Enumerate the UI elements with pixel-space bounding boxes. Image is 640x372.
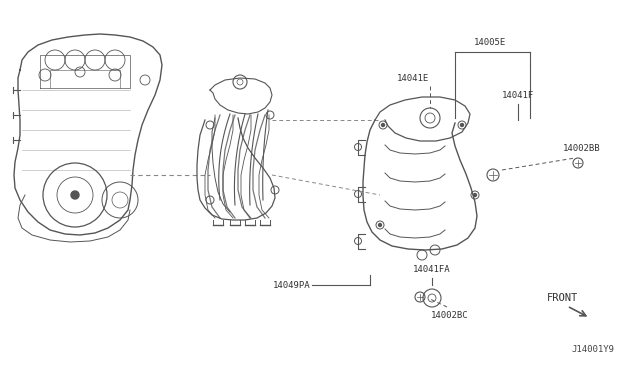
Text: 14005E: 14005E <box>474 38 506 46</box>
Text: 14049PA: 14049PA <box>273 280 310 289</box>
Text: J14001Y9: J14001Y9 <box>572 346 614 355</box>
Circle shape <box>461 124 463 126</box>
Text: 14002BC: 14002BC <box>431 311 469 320</box>
Text: FRONT: FRONT <box>547 293 579 303</box>
Circle shape <box>474 193 477 196</box>
Text: 14041E: 14041E <box>397 74 429 83</box>
Circle shape <box>378 224 381 227</box>
Text: 14041F: 14041F <box>502 90 534 99</box>
Text: 14002BB: 14002BB <box>563 144 601 153</box>
Text: 14041FA: 14041FA <box>413 266 451 275</box>
Circle shape <box>381 124 385 126</box>
Circle shape <box>71 191 79 199</box>
